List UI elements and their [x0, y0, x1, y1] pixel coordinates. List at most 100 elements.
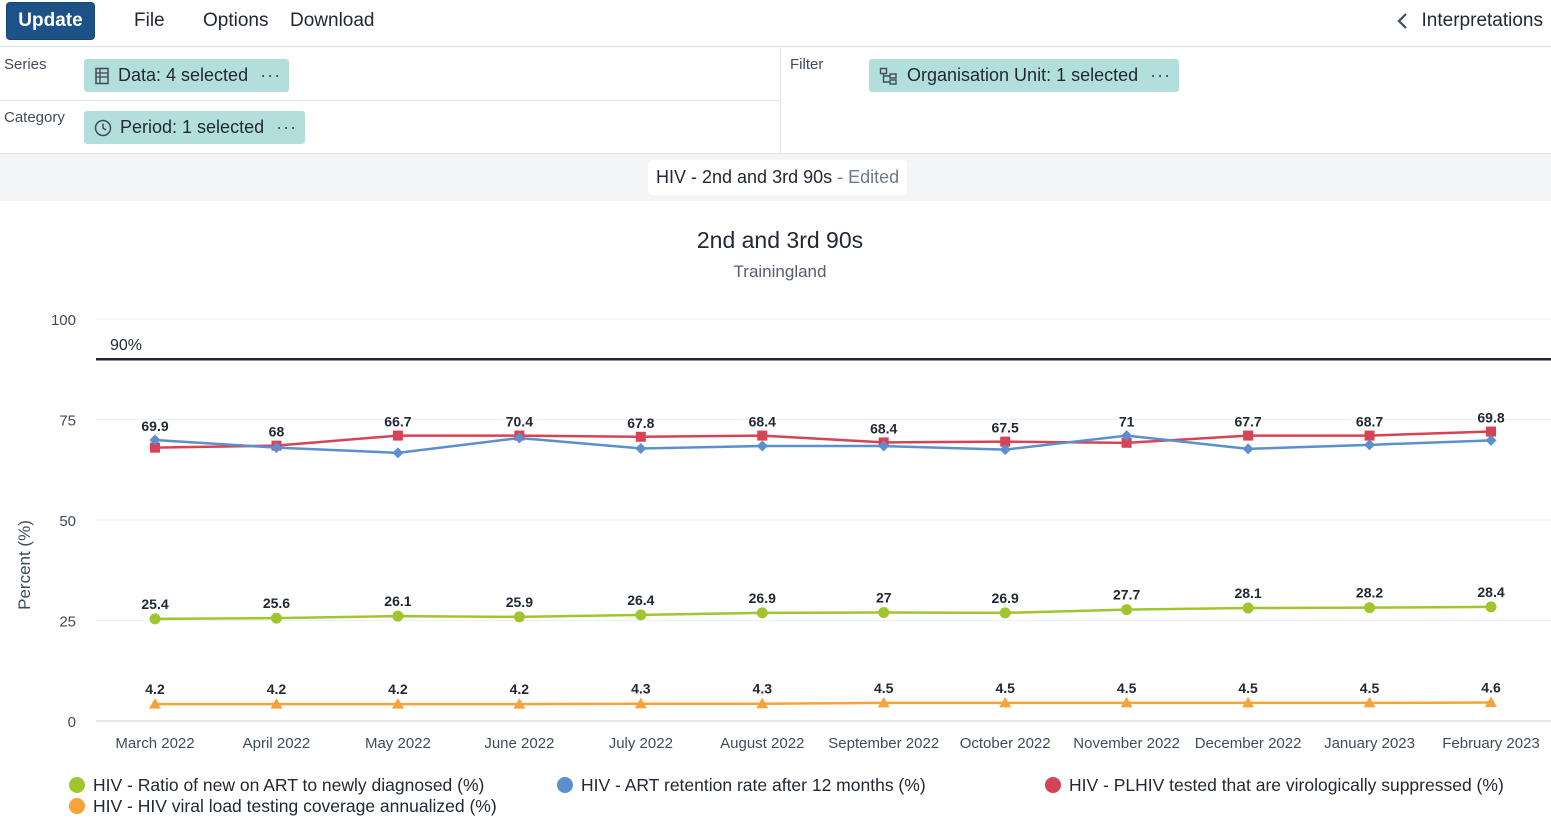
data-label: 66.7 [384, 414, 411, 430]
legend-swatch [1045, 777, 1061, 793]
clock-icon [94, 119, 112, 136]
data-point [513, 698, 526, 709]
y-axis-title: Percent (%) [15, 520, 34, 610]
data-label: 4.6 [1481, 680, 1501, 696]
data-label: 26.1 [384, 593, 411, 609]
legend-label: HIV - Ratio of new on ART to newly diagn… [93, 775, 484, 795]
data-point [149, 698, 161, 709]
data-label: 67.5 [992, 420, 1019, 436]
period-chip-label: Period: 1 selected [120, 117, 265, 137]
legend-label: HIV - HIV viral load testing coverage an… [93, 796, 497, 816]
target-line-label: 90% [110, 337, 142, 354]
data-point [513, 432, 525, 444]
download-menu[interactable]: Download [290, 10, 375, 31]
data-point [878, 440, 890, 452]
data-point [149, 434, 161, 446]
data-point [757, 430, 768, 441]
interpretations-toggle[interactable]: Interpretations [1394, 10, 1543, 32]
orgunit-chip-more-icon[interactable]: ··· [1150, 65, 1172, 85]
data-label: 25.6 [263, 595, 290, 611]
x-tick-label: July 2022 [609, 735, 673, 752]
data-label: 70.4 [506, 414, 533, 430]
series-line [154, 434, 1492, 455]
data-point [513, 611, 525, 623]
data-point [1120, 696, 1133, 708]
data-label: 4.5 [874, 680, 894, 696]
data-point [756, 607, 768, 619]
legend-item: HIV - HIV viral load testing coverage an… [69, 796, 497, 816]
legend-item: HIV - Ratio of new on ART to newly diagn… [69, 775, 484, 795]
y-tick-label: 25 [59, 614, 76, 631]
layout-panel: Series Data: 4 selected ··· Category Per… [0, 48, 1551, 154]
x-tick-label: October 2022 [960, 735, 1051, 752]
data-point [1121, 430, 1133, 442]
data-chip-more-icon[interactable]: ··· [260, 65, 282, 85]
period-chip-more-icon[interactable]: ··· [276, 117, 298, 137]
data-table-icon [95, 67, 109, 84]
data-point [635, 609, 647, 621]
data-label: 27.7 [1113, 587, 1140, 603]
x-tick-label: September 2022 [828, 735, 939, 752]
data-point [999, 444, 1011, 456]
data-point [1242, 696, 1255, 708]
data-label: 67.7 [1234, 414, 1261, 430]
x-tick-label: November 2022 [1073, 735, 1180, 752]
category-axis-label: Category [4, 109, 65, 126]
x-tick-label: August 2022 [720, 735, 804, 752]
data-point [1485, 601, 1497, 613]
x-tick-label: February 2023 [1442, 735, 1540, 752]
data-point [1364, 430, 1375, 441]
data-label: 26.4 [627, 592, 654, 608]
visualization-name[interactable]: HIV - 2nd and 3rd 90s - Edited [648, 160, 908, 195]
y-tick-label: 50 [59, 513, 76, 530]
data-point [270, 442, 282, 454]
data-label: 4.2 [510, 681, 530, 697]
data-point [1486, 426, 1496, 437]
data-label: 27 [876, 589, 892, 605]
orgunit-dimension-chip[interactable]: Organisation Unit: 1 selected ··· [869, 59, 1180, 92]
legend-swatch [557, 777, 573, 793]
data-point [635, 431, 646, 442]
data-point [1364, 602, 1376, 614]
filter-axis-label: Filter [790, 56, 824, 73]
visualization-title-bar: HIV - 2nd and 3rd 90s - Edited [0, 154, 1551, 201]
data-label: 69.8 [1477, 410, 1504, 426]
x-tick-label: January 2023 [1324, 735, 1415, 752]
y-tick-label: 75 [59, 413, 76, 430]
data-dimension-chip[interactable]: Data: 4 selected ··· [84, 59, 290, 92]
data-point [1242, 602, 1254, 614]
chevron-left-icon [1396, 13, 1407, 29]
data-label: 26.9 [992, 590, 1019, 606]
data-label: 4.2 [145, 681, 165, 697]
edited-status: - Edited [837, 167, 900, 187]
data-label: 28.2 [1356, 585, 1383, 601]
x-tick-label: March 2022 [115, 735, 194, 752]
data-point [878, 606, 890, 618]
data-label: 25.4 [141, 596, 168, 612]
x-tick-label: May 2022 [365, 735, 431, 752]
y-tick-label: 100 [51, 312, 76, 329]
data-chip-label: Data: 4 selected [118, 65, 249, 85]
data-label: 4.2 [388, 681, 408, 697]
data-point [392, 610, 404, 622]
update-button[interactable]: Update [6, 2, 95, 40]
visualization-name-text: HIV - 2nd and 3rd 90s [656, 167, 833, 187]
file-menu[interactable]: File [134, 10, 165, 31]
interpretations-label: Interpretations [1421, 10, 1543, 31]
x-tick-label: June 2022 [484, 735, 554, 752]
series-axis-label: Series [4, 56, 47, 73]
data-point [999, 696, 1012, 708]
orgunit-chip-label: Organisation Unit: 1 selected [907, 65, 1139, 85]
data-point [391, 698, 404, 709]
x-tick-label: December 2022 [1195, 735, 1302, 752]
data-point [392, 430, 403, 441]
data-label: 71 [1119, 414, 1135, 430]
menubar: Update File Options Download Interpretat… [0, 0, 1551, 47]
org-tree-icon [879, 67, 897, 85]
period-dimension-chip[interactable]: Period: 1 selected ··· [84, 111, 306, 144]
options-menu[interactable]: Options [203, 10, 269, 31]
data-point [150, 442, 160, 453]
legend-swatch [69, 798, 85, 814]
data-point [999, 607, 1011, 619]
data-point [634, 697, 647, 709]
